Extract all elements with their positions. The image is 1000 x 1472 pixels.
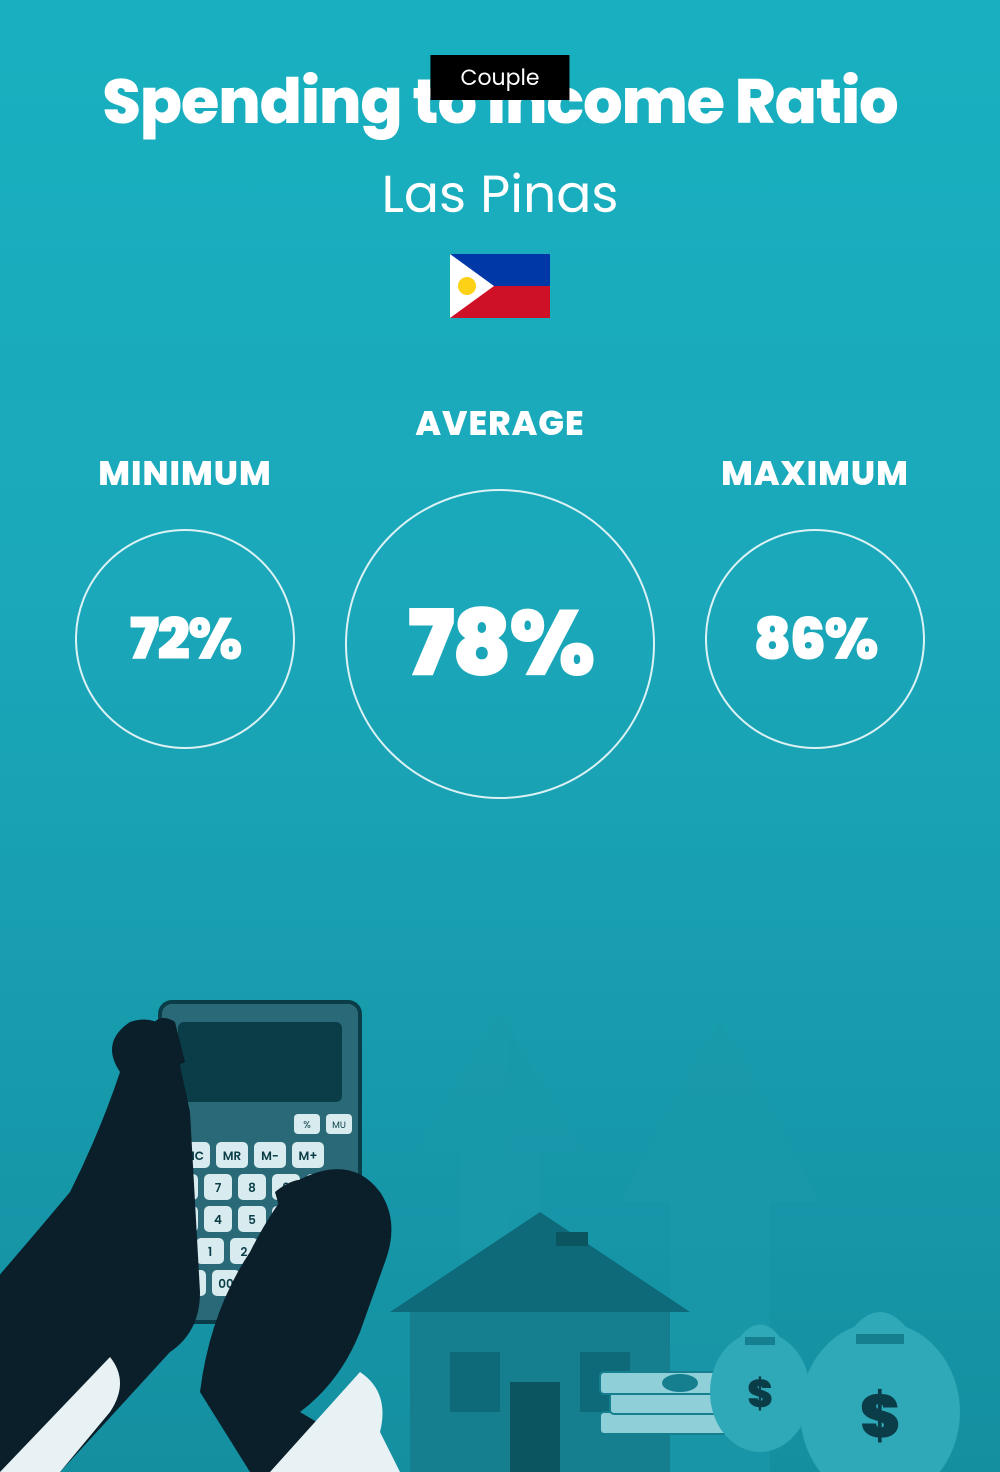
footer-illustration: $ $ % MU MC MR M- M+ +/- 7 8 9 x ▶ 4 [0, 772, 1000, 1472]
maximum-circle: 86% [705, 529, 925, 749]
svg-text:M+: M+ [299, 1148, 318, 1165]
svg-text:5: 5 [248, 1212, 256, 1229]
svg-text:MR: MR [223, 1148, 242, 1165]
svg-text:4: 4 [214, 1212, 222, 1229]
flag-sun-icon [460, 279, 474, 293]
maximum-metric: MAXIMUM 86% [705, 448, 925, 749]
money-bag-large-icon: $ [800, 1312, 960, 1472]
maximum-label: MAXIMUM [721, 448, 909, 499]
svg-text:$: $ [860, 1374, 900, 1458]
average-label: AVERAGE [415, 398, 584, 449]
location-subtitle: Las Pinas [0, 156, 1000, 234]
svg-text:$: $ [747, 1368, 772, 1421]
svg-text:8: 8 [248, 1180, 256, 1197]
maximum-value: 86% [753, 596, 876, 683]
average-metric: AVERAGE 78% [345, 398, 655, 799]
minimum-value: 72% [130, 596, 241, 683]
metrics-row: MINIMUM 72% AVERAGE 78% MAXIMUM 86% [0, 398, 1000, 799]
svg-text:M-: M- [261, 1148, 279, 1165]
minimum-label: MINIMUM [98, 448, 272, 499]
svg-text:1: 1 [208, 1244, 212, 1261]
country-flag-icon [450, 254, 550, 318]
average-value: 78% [408, 575, 593, 713]
svg-text:7: 7 [215, 1180, 222, 1197]
average-circle: 78% [345, 489, 655, 799]
minimum-circle: 72% [75, 529, 295, 749]
category-badge: Couple [430, 55, 569, 100]
svg-text:MU: MU [332, 1120, 346, 1132]
minimum-metric: MINIMUM 72% [75, 448, 295, 749]
svg-text:%: % [303, 1117, 311, 1132]
